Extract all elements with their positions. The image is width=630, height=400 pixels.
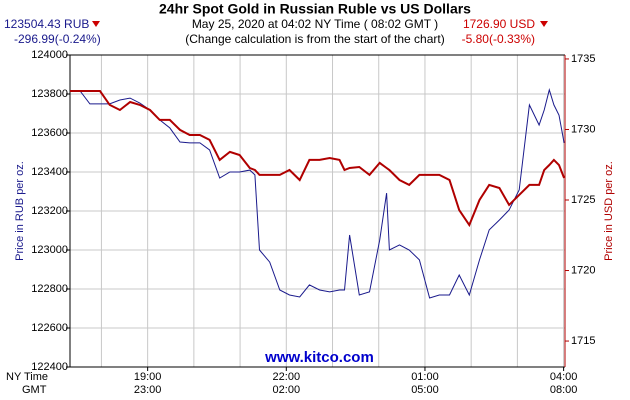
down-arrow — [540, 21, 548, 27]
x2-axis-label: GMT — [22, 384, 47, 396]
line-series — [70, 88, 565, 299]
x-tick-label: 04:00 — [550, 371, 578, 383]
x2-tick-label: 05:00 — [411, 384, 439, 396]
left-change: -296.99(-0.24%) — [14, 32, 101, 46]
y2-axis-label: Price in USD per oz. — [603, 161, 615, 261]
y-tick-label: 124000 — [31, 49, 68, 61]
y-tick-label: 123800 — [31, 88, 68, 100]
x-tick-label: 22:00 — [273, 371, 301, 383]
y2-tick-label: 1725 — [571, 194, 595, 206]
x2-tick-label: 23:00 — [134, 384, 162, 396]
watermark: www.kitco.com — [264, 349, 374, 366]
line-series — [70, 90, 566, 228]
y-axis-label: Price in RUB per oz. — [14, 161, 26, 261]
note: (Change calculation is from the start of… — [185, 32, 444, 46]
chart-title: 24hr Spot Gold in Russian Ruble vs US Do… — [159, 1, 471, 17]
x2-tick-label: 08:00 — [550, 384, 578, 396]
y-tick-label: 122400 — [31, 361, 68, 373]
y2-tick-label: 1735 — [571, 53, 595, 65]
right-price: 1726.90 USD — [463, 17, 535, 31]
x-tick-label: 19:00 — [134, 371, 162, 383]
y-tick-label: 123200 — [31, 205, 68, 217]
y-tick-label: 123400 — [31, 166, 68, 178]
right-change: -5.80(-0.33%) — [462, 32, 535, 46]
y-tick-label: 122600 — [31, 322, 68, 334]
y-tick-label: 122800 — [31, 283, 68, 295]
x-tick-label: 01:00 — [411, 371, 439, 383]
y-tick-label: 123000 — [31, 244, 68, 256]
left-price: 123504.43 RUB — [4, 17, 89, 31]
y-tick-label: 123600 — [31, 127, 68, 139]
y2-tick-label: 1715 — [571, 335, 595, 347]
x-axis-label: NY Time — [6, 371, 48, 383]
down-arrow — [92, 21, 100, 27]
x2-tick-label: 02:00 — [273, 384, 301, 396]
y2-tick-label: 1720 — [571, 264, 595, 276]
y2-tick-label: 1730 — [571, 123, 595, 135]
subtitle: May 25, 2020 at 04:02 NY Time ( 08:02 GM… — [192, 17, 438, 31]
